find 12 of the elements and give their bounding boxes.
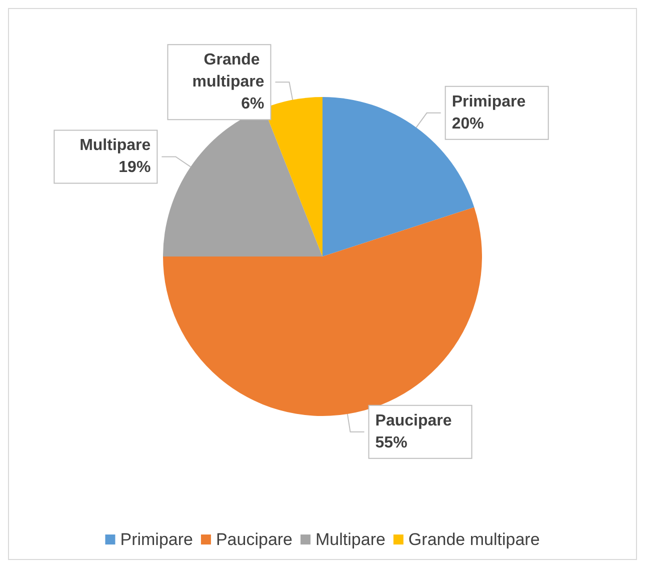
data-label: 55% — [375, 434, 408, 452]
slice-label: Primipare — [452, 93, 526, 110]
legend-label: Grande multipare — [408, 530, 540, 549]
legend-label: Primipare — [120, 530, 193, 549]
data-label: 19% — [118, 159, 151, 176]
data-label: 6% — [241, 96, 264, 113]
slice-label: Paucipare — [375, 412, 452, 430]
data-label: 20% — [452, 115, 484, 132]
slice-label: Multipare — [80, 137, 151, 154]
slice-label: Grande multipare — [192, 52, 264, 91]
legend-label: Multipare — [316, 530, 386, 549]
legend-label: Paucipare — [216, 530, 293, 549]
